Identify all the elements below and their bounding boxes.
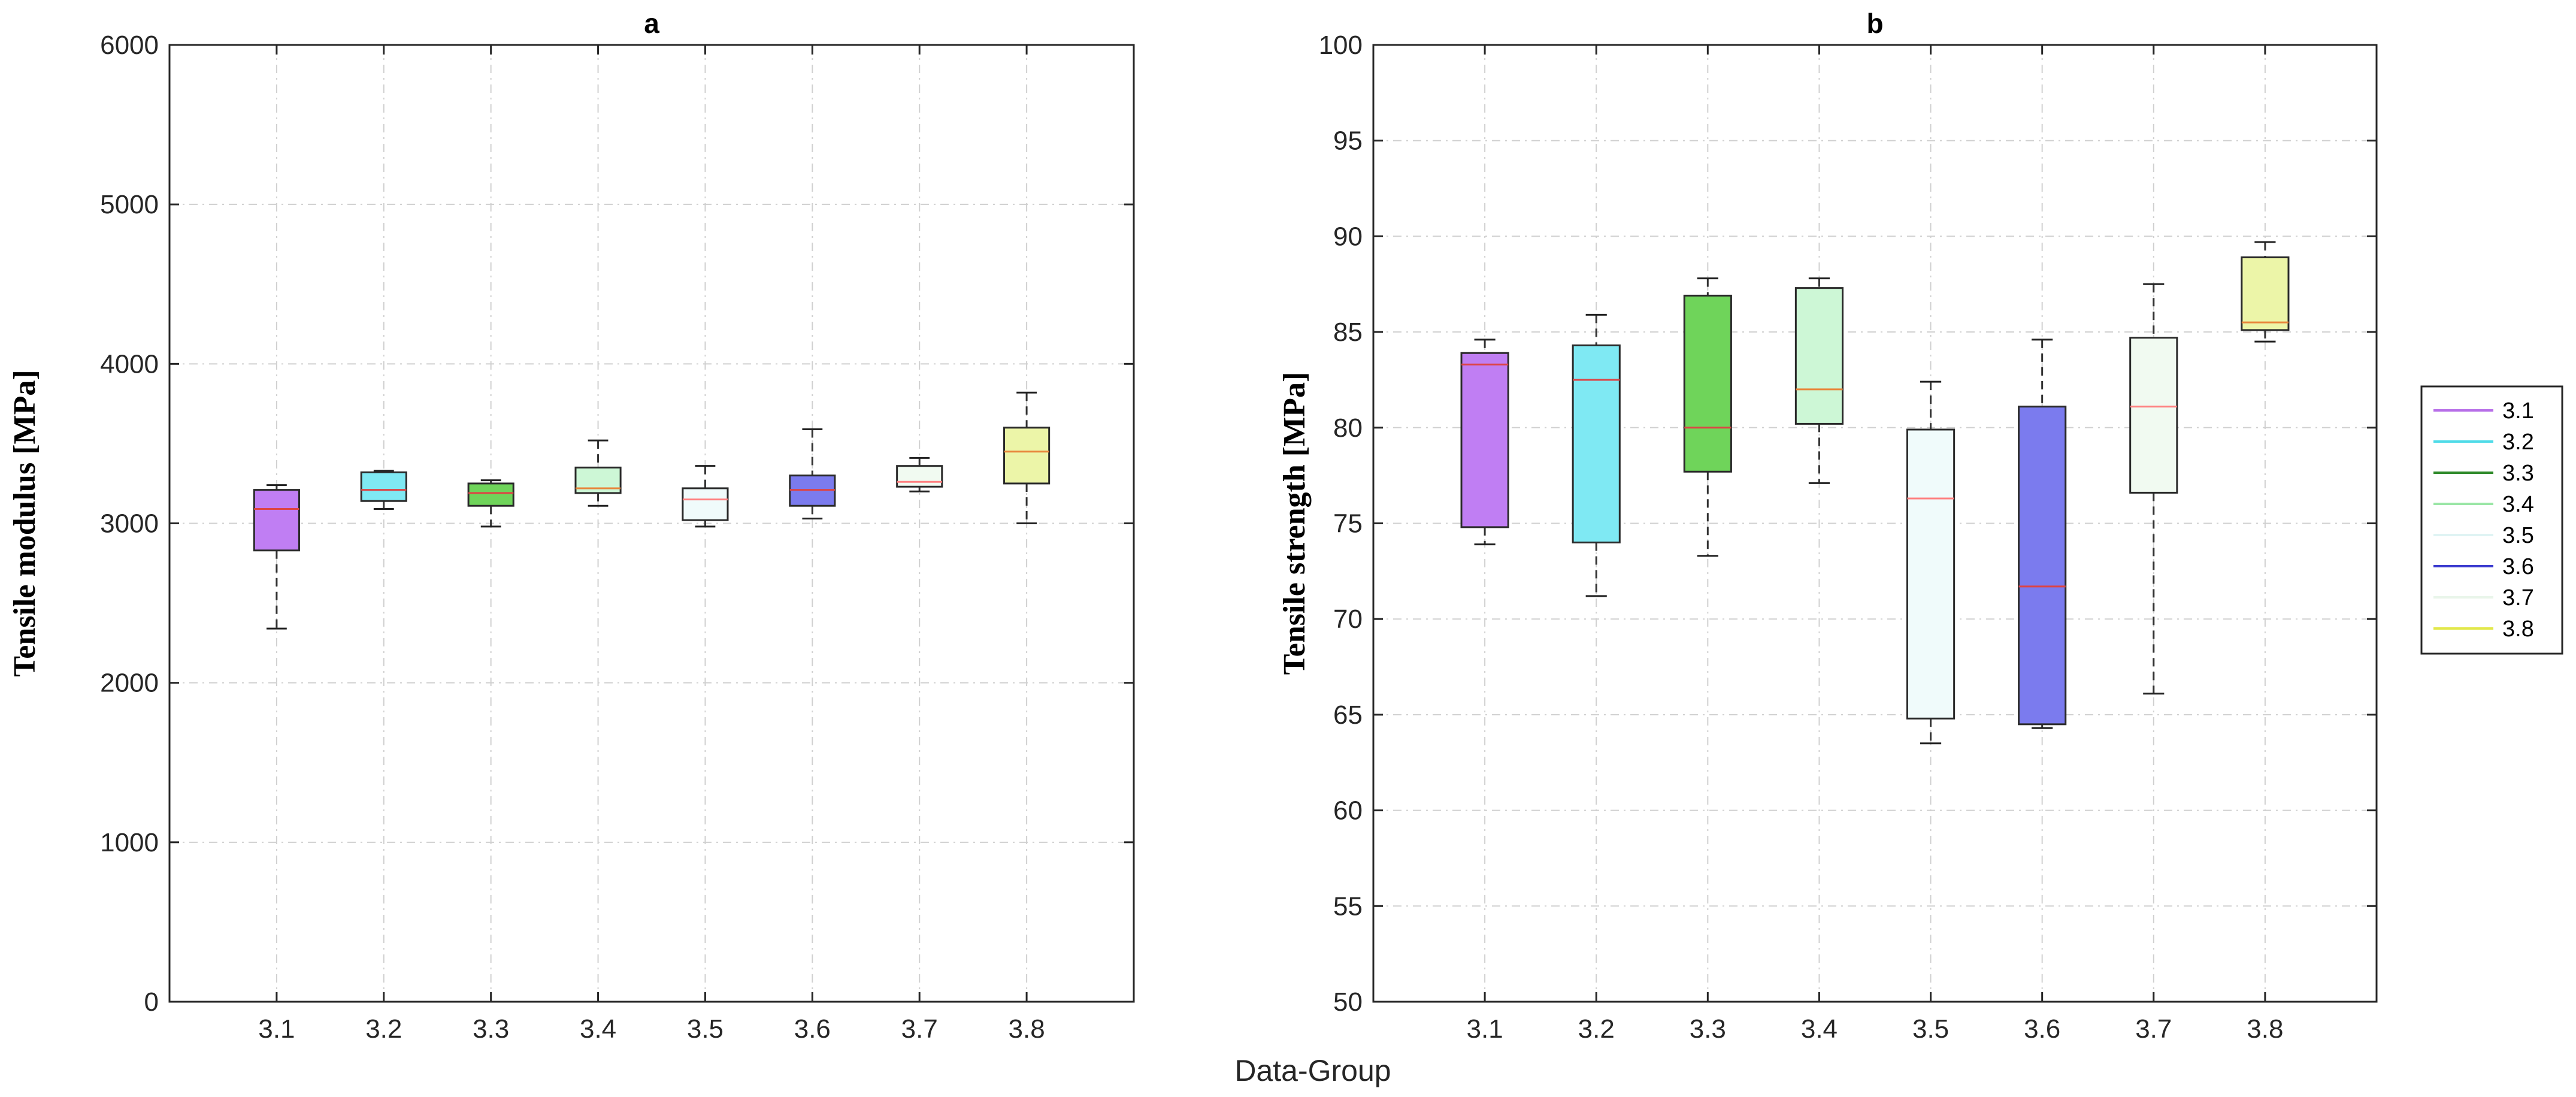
box [253,489,300,552]
legend-label: 3.3 [2502,461,2534,486]
legend-entry-3-4: 3.4 [2433,492,2534,517]
x-tick-label: 3.4 [1801,1014,1838,1044]
y-tick-label: 95 [1333,126,1363,156]
x-tick-label: 3.7 [2135,1014,2172,1044]
box-group-3-3 [1683,277,1732,557]
legend-entry-3-2: 3.2 [2433,430,2534,455]
y-tick-label: 85 [1333,318,1363,347]
box-group-3-4 [1794,277,1844,484]
box [2241,256,2290,331]
box [1460,352,1509,528]
box-group-3-7 [2129,283,2178,695]
box [1003,427,1051,485]
x-tick-label: 3.3 [1690,1014,1726,1044]
x-tick-label: 3.3 [473,1014,509,1044]
x-tick-label: 3.4 [580,1014,616,1044]
y-tick-label: 6000 [100,31,159,60]
box [1794,287,1844,425]
box-group-3-5 [682,465,729,528]
box-group-3-6 [789,428,836,520]
y-tick-label: 2000 [100,669,159,698]
x-tick-label: 3.6 [794,1014,831,1044]
x-tick-label: 3.5 [1912,1014,1949,1044]
box [682,487,729,521]
x-tick-label: 3.1 [1467,1014,1503,1044]
y-tick-label: 1000 [100,828,159,857]
legend-entry-3-8: 3.8 [2433,617,2534,642]
legend-label: 3.6 [2502,554,2534,579]
box [467,482,514,507]
legend-label: 3.5 [2502,523,2534,548]
box [2018,406,2067,726]
chart-panel-b: 50 55 60 65 70 75 80 85 90 95 100 3.1 3.2 3.3 3.4 3.5 3.… [1278,8,2378,1044]
chart-title: b [1866,8,1883,39]
box-group-3-4 [574,439,622,507]
x-tick-label: 3.2 [365,1014,402,1044]
legend-box [2420,385,2563,655]
y-tick-label: 55 [1333,891,1363,921]
box-group-3-8 [2241,241,2290,343]
x-tick-label: 3.8 [1009,1014,1045,1044]
x-tick-label: 3.2 [1578,1014,1615,1044]
legend-label: 3.2 [2502,430,2534,455]
y-tick-label: 0 [144,987,159,1017]
chart-title: a [644,8,659,39]
box [574,466,622,494]
y-tick-label: 60 [1333,796,1363,826]
legend-entry-3-6: 3.6 [2433,554,2534,579]
box-group-3-5 [1906,380,1956,745]
box [1683,294,1732,473]
y-tick-label: 100 [1319,31,1363,60]
y-tick-label: 70 [1333,605,1363,634]
shared-x-axis-label: Data-Group [1234,1054,1391,1087]
box [896,465,943,488]
y-tick-label: 4000 [100,349,159,379]
y-tick-label: 3000 [100,509,159,539]
x-tick-label: 3.5 [687,1014,724,1044]
box-group-3-7 [896,457,943,492]
legend: 3.1 3.2 3.3 3.4 3.5 3.6 3.7 3.8 [2420,385,2563,655]
box-group-3-1 [1460,339,1509,546]
x-tick-label: 3.1 [258,1014,295,1044]
chart-panel-a: 0 1000 2000 3000 4000 5000 6000 3.1 3.2 3.3 3.4 3.5… [8,8,1135,1044]
box-group-3-3 [467,479,514,528]
y-axis-label: Tensile modulus [MPa] [8,370,42,676]
box [1572,344,1621,543]
legend-label: 3.4 [2502,492,2534,517]
box-group-3-8 [1003,391,1051,524]
box-group-3-2 [1572,313,1621,597]
box-group-3-6 [2018,339,2067,729]
y-tick-label: 5000 [100,190,159,219]
y-tick-label: 90 [1333,222,1363,251]
legend-entry-3-7: 3.7 [2433,585,2534,611]
box [2129,337,2178,494]
y-axis-label: Tensile strength [MPa] [1278,372,1312,675]
box-group-3-1 [253,484,300,630]
x-tick-label: 3.8 [2247,1014,2283,1044]
legend-label: 3.8 [2502,617,2534,642]
legend-entry-3-5: 3.5 [2433,523,2534,548]
x-tick-label: 3.7 [901,1014,938,1044]
y-tick-label: 75 [1333,509,1363,539]
y-tick-label: 50 [1333,987,1363,1017]
y-tick-label: 80 [1333,413,1363,443]
y-tick-label: 65 [1333,700,1363,730]
legend-label: 3.1 [2502,398,2534,424]
box [360,471,407,502]
legend-entry-3-1: 3.1 [2433,398,2534,424]
box [1906,428,1956,720]
x-tick-label: 3.6 [2024,1014,2060,1044]
legend-entry-3-3: 3.3 [2433,461,2534,486]
legend-label: 3.7 [2502,585,2534,611]
box-group-3-2 [360,470,407,510]
